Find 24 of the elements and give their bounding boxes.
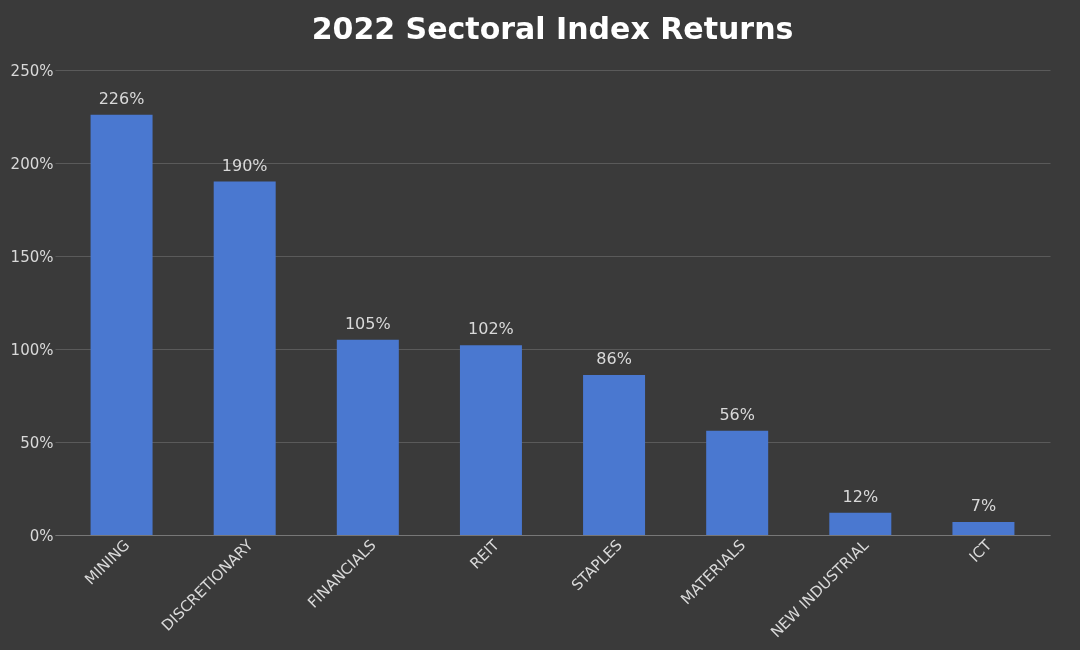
y-tick-label: 250%	[10, 61, 54, 80]
bar	[459, 345, 522, 535]
bar	[952, 521, 1015, 535]
data-label: 102%	[468, 319, 514, 339]
data-label: 7%	[970, 495, 997, 515]
data-label: 86%	[596, 349, 632, 369]
y-tick-label: 200%	[10, 154, 54, 173]
y-tick-label: 50%	[20, 433, 54, 452]
bar	[583, 375, 646, 535]
data-label: 12%	[842, 486, 879, 506]
chart-title: 2022 Sectoral Index Returns	[311, 11, 794, 46]
y-tick-label: 150%	[10, 247, 54, 266]
bar	[336, 339, 399, 535]
bar	[213, 181, 276, 535]
x-tick-label: ICT	[965, 535, 996, 566]
y-tick-label: 0%	[29, 526, 54, 545]
data-label: 105%	[344, 313, 391, 333]
bar	[90, 114, 153, 535]
y-tick-label: 100%	[10, 340, 54, 359]
bar	[829, 512, 892, 535]
bar	[706, 430, 769, 535]
data-label: 226%	[98, 88, 145, 108]
data-label: 190%	[221, 155, 268, 175]
data-label: 56%	[719, 404, 755, 424]
